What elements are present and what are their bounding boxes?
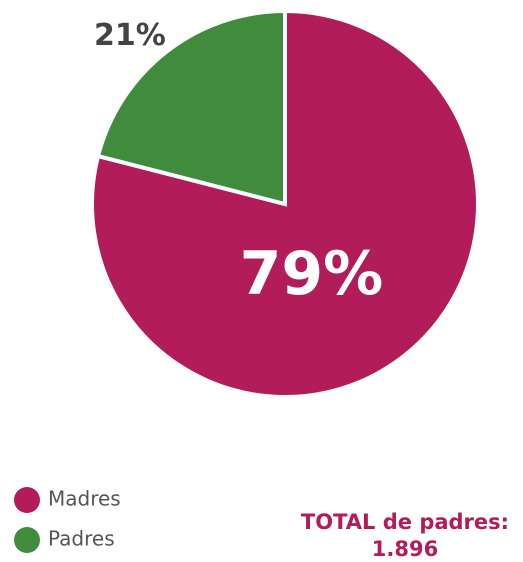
value-label: 79% xyxy=(240,239,384,309)
legend-swatch xyxy=(14,487,40,513)
value-label: 21% xyxy=(94,18,166,53)
pie-slice xyxy=(95,8,287,207)
legend-label: Padres xyxy=(48,527,115,551)
legend-label: Madres xyxy=(48,487,121,511)
pie-slice xyxy=(90,8,480,399)
total-title: TOTAL de padres: xyxy=(301,510,509,534)
total-value: 1.896 xyxy=(372,537,438,561)
legend-swatch xyxy=(14,527,40,553)
